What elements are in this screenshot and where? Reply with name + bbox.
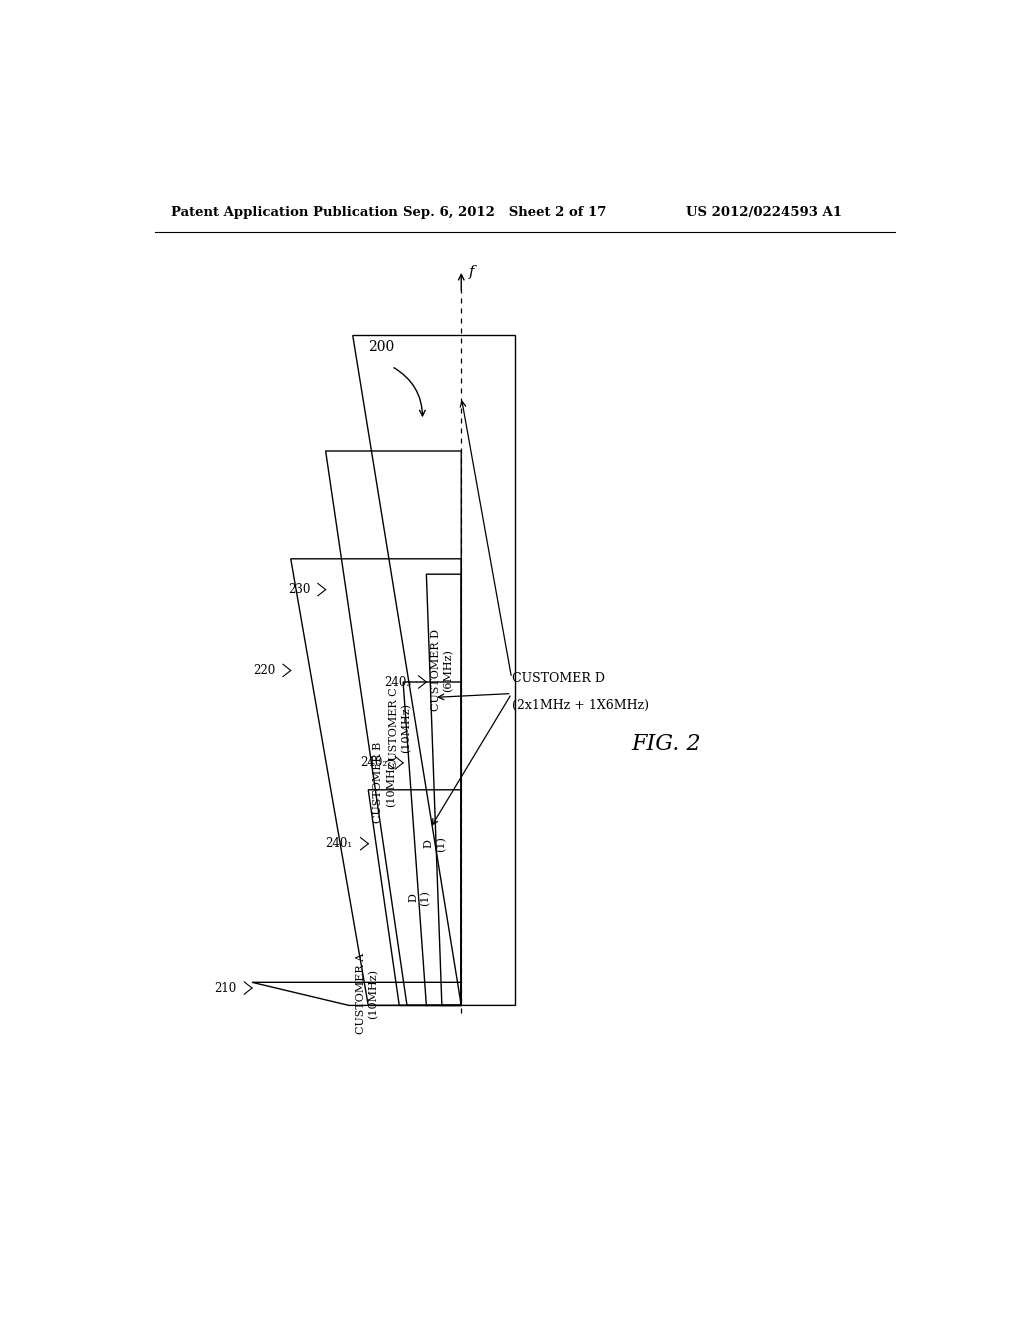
Text: 210: 210	[214, 982, 237, 994]
Text: 220: 220	[253, 664, 275, 677]
Text: CUSTOMER A
(10MHz): CUSTOMER A (10MHz)	[355, 953, 379, 1035]
Text: CUSTOMER C
(10MHz): CUSTOMER C (10MHz)	[389, 688, 412, 770]
Text: D
(1): D (1)	[424, 836, 446, 851]
Text: CUSTOMER D
(6MHz): CUSTOMER D (6MHz)	[431, 630, 454, 711]
Text: D
(1): D (1)	[408, 890, 431, 906]
Text: 200: 200	[369, 341, 394, 354]
Text: US 2012/0224593 A1: US 2012/0224593 A1	[686, 206, 842, 219]
Text: CUSTOMER B
(10MHz): CUSTOMER B (10MHz)	[373, 742, 396, 822]
Text: Sep. 6, 2012   Sheet 2 of 17: Sep. 6, 2012 Sheet 2 of 17	[403, 206, 606, 219]
Text: (2x1MHz + 1X6MHz): (2x1MHz + 1X6MHz)	[512, 698, 648, 711]
Text: 240₃: 240₃	[384, 676, 411, 689]
Text: 240₁: 240₁	[326, 837, 352, 850]
Text: 240₂: 240₂	[360, 756, 388, 770]
Text: Patent Application Publication: Patent Application Publication	[171, 206, 397, 219]
Text: 230: 230	[288, 583, 310, 597]
Text: FIG. 2: FIG. 2	[632, 733, 701, 755]
Text: CUSTOMER D: CUSTOMER D	[512, 672, 604, 685]
Text: f: f	[469, 265, 475, 280]
